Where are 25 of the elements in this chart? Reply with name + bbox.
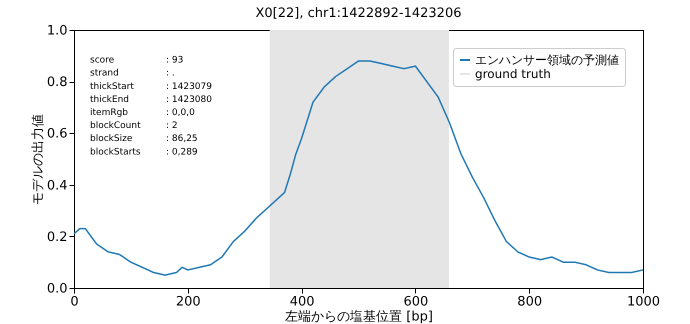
- x-tick-label: 200: [176, 294, 201, 310]
- y-tick-label: 0.8: [46, 75, 68, 90]
- legend-label: エンハンサー領域の予測値: [475, 53, 619, 67]
- x-tick-label: 800: [517, 294, 542, 310]
- x-tick-label: 1000: [626, 294, 660, 310]
- y-tick-label: 0.2: [46, 230, 68, 245]
- y-tick-label: 0.4: [46, 178, 68, 194]
- y-axis-title: モデルの出力値: [30, 114, 46, 205]
- text: blockCount : 2: [90, 121, 178, 132]
- x-tick-label: 0: [70, 294, 79, 310]
- band-label: ground truth: [475, 67, 551, 81]
- text: strand : .: [90, 68, 175, 79]
- x-axis-title: 左端からの塩基位置 [bp]: [285, 310, 433, 324]
- text: thickStart : 1423079: [90, 82, 212, 92]
- text: thickEnd : 1423080: [90, 94, 212, 105]
- x-tick-label: 400: [290, 294, 315, 310]
- text: blockStarts : 0,289: [90, 147, 198, 158]
- text: score : 93: [90, 56, 184, 66]
- text: itemRgb : 0,0,0: [90, 108, 195, 118]
- y-tick-label: 1.0: [46, 24, 68, 38]
- y-tick-label: 0.0: [46, 282, 68, 296]
- x-tick-label: 600: [403, 294, 428, 310]
- chart-title: X0[22], chr1:1422892-1423206: [256, 6, 462, 21]
- text: blockSize : 86,25: [90, 134, 198, 144]
- y-tick-label: 0.6: [46, 126, 68, 142]
